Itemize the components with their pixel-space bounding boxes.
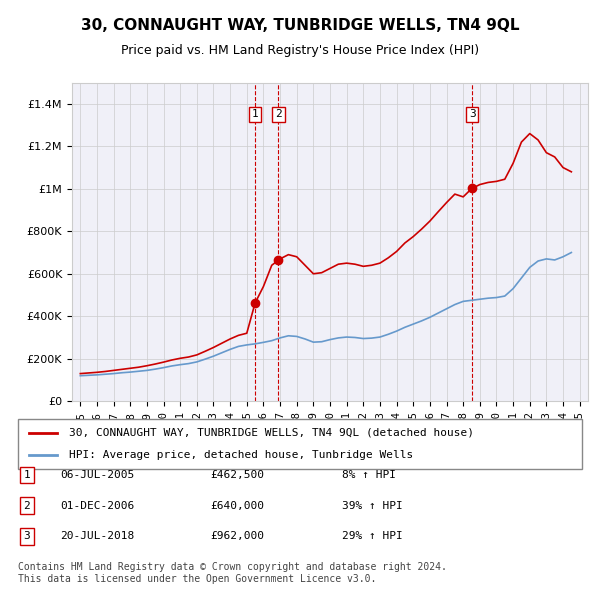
Text: 3: 3 bbox=[469, 110, 476, 119]
Text: 01-DEC-2006: 01-DEC-2006 bbox=[60, 501, 134, 510]
Text: HPI: Average price, detached house, Tunbridge Wells: HPI: Average price, detached house, Tunb… bbox=[69, 450, 413, 460]
Text: Contains HM Land Registry data © Crown copyright and database right 2024.
This d: Contains HM Land Registry data © Crown c… bbox=[18, 562, 447, 584]
Text: Price paid vs. HM Land Registry's House Price Index (HPI): Price paid vs. HM Land Registry's House … bbox=[121, 44, 479, 57]
Text: 1: 1 bbox=[252, 110, 259, 119]
Text: 30, CONNAUGHT WAY, TUNBRIDGE WELLS, TN4 9QL: 30, CONNAUGHT WAY, TUNBRIDGE WELLS, TN4 … bbox=[81, 18, 519, 32]
Text: £962,000: £962,000 bbox=[210, 532, 264, 541]
Text: 39% ↑ HPI: 39% ↑ HPI bbox=[342, 501, 403, 510]
Text: 8% ↑ HPI: 8% ↑ HPI bbox=[342, 470, 396, 480]
Text: 29% ↑ HPI: 29% ↑ HPI bbox=[342, 532, 403, 541]
Text: 06-JUL-2005: 06-JUL-2005 bbox=[60, 470, 134, 480]
Text: 20-JUL-2018: 20-JUL-2018 bbox=[60, 532, 134, 541]
FancyBboxPatch shape bbox=[18, 419, 582, 469]
Text: 3: 3 bbox=[23, 532, 31, 541]
Text: 2: 2 bbox=[275, 110, 282, 119]
Text: 2: 2 bbox=[23, 501, 31, 510]
Text: 30, CONNAUGHT WAY, TUNBRIDGE WELLS, TN4 9QL (detached house): 30, CONNAUGHT WAY, TUNBRIDGE WELLS, TN4 … bbox=[69, 428, 474, 438]
Text: 1: 1 bbox=[23, 470, 31, 480]
Text: £640,000: £640,000 bbox=[210, 501, 264, 510]
Text: £462,500: £462,500 bbox=[210, 470, 264, 480]
